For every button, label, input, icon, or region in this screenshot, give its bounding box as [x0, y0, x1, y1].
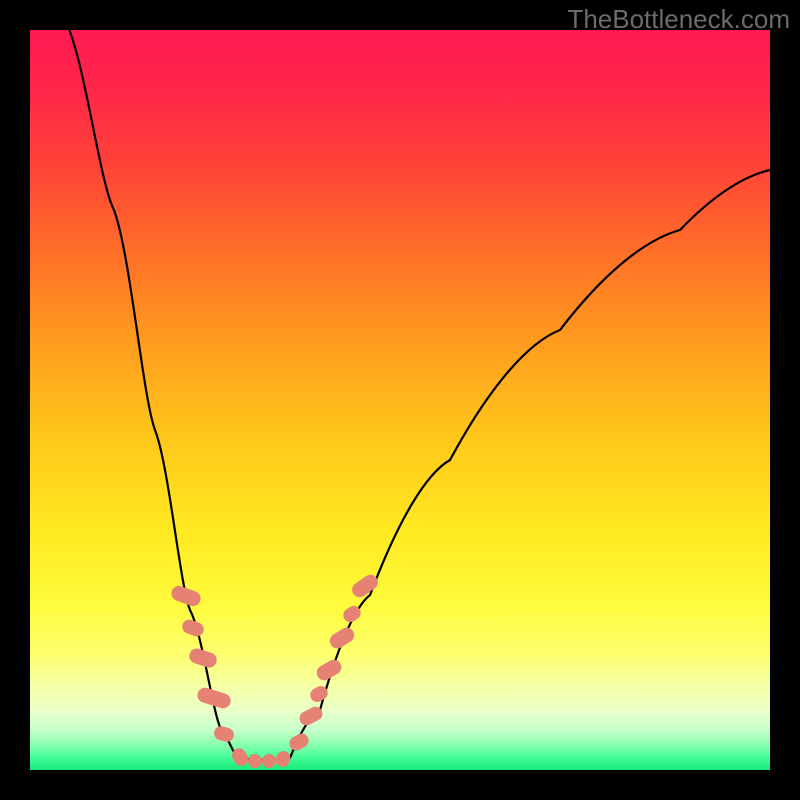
chart-container: TheBottleneck.com [0, 0, 800, 800]
curve-marker [262, 754, 276, 768]
gradient-background [30, 30, 770, 770]
plot-area [30, 30, 770, 770]
watermark-text: TheBottleneck.com [567, 4, 790, 35]
curve-marker [248, 754, 262, 768]
plot-svg [30, 30, 770, 770]
